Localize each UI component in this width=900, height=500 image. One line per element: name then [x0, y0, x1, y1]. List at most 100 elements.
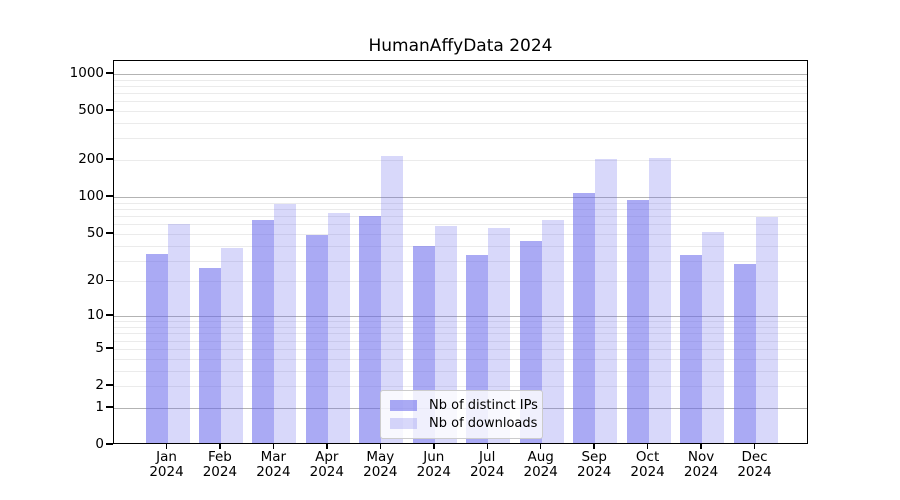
- gridline-minor: [114, 208, 807, 210]
- bar-oct-downloads: [648, 158, 671, 443]
- x-tick-label-nov: Nov 2024: [683, 449, 719, 480]
- x-tick: [700, 444, 702, 449]
- bar-feb-distinct-ips: [198, 268, 221, 443]
- legend-label-distinct-ips: Nb of distinct IPs: [429, 397, 538, 413]
- x-tick-label-jun: Jun 2024: [416, 449, 451, 480]
- gridline-minor: [114, 233, 807, 235]
- y-tick: [106, 72, 113, 74]
- y-tick: [106, 195, 113, 197]
- bar-mar-downloads: [274, 204, 297, 443]
- gridline-minor: [114, 386, 807, 387]
- x-tick: [326, 444, 328, 449]
- bar-mar-distinct-ips: [252, 220, 275, 443]
- y-tick-label-1: 1: [95, 398, 104, 415]
- x-tick-label-mar: Mar 2024: [256, 449, 291, 480]
- bar-apr-downloads: [327, 213, 350, 443]
- bar-sep-distinct-ips: [573, 192, 596, 443]
- x-tick: [539, 444, 542, 449]
- y-tick-label-200: 200: [78, 151, 104, 168]
- gridline-minor: [114, 321, 807, 323]
- x-tick: [593, 444, 595, 449]
- gridline-minor: [114, 281, 807, 283]
- bar-may-distinct-ips: [359, 216, 382, 443]
- y-tick: [106, 158, 113, 160]
- y-tick: [106, 279, 113, 282]
- legend-item-downloads: Nb of downloads: [390, 415, 537, 434]
- y-tick-label-500: 500: [78, 102, 104, 118]
- y-tick-label-50: 50: [86, 224, 104, 241]
- bar-apr-distinct-ips: [305, 235, 328, 443]
- y-tick: [106, 384, 113, 386]
- y-tick-label-5: 5: [95, 339, 104, 356]
- x-tick-label-apr: Apr 2024: [309, 449, 344, 480]
- legend-label-downloads: Nb of downloads: [429, 416, 538, 432]
- y-tick: [106, 443, 113, 445]
- bar-nov-downloads: [702, 231, 725, 443]
- bar-jul-downloads: [488, 227, 511, 443]
- x-tick-label-may: May 2024: [363, 449, 398, 480]
- x-tick-label-jan: Jan 2024: [149, 449, 184, 480]
- bar-may-downloads: [381, 155, 404, 443]
- x-tick-label-dec: Dec 2024: [737, 449, 772, 480]
- gridline-minor: [114, 348, 807, 350]
- x-tick: [165, 444, 168, 449]
- plot-area: [113, 60, 808, 444]
- x-tick: [379, 444, 382, 449]
- gridline-minor: [114, 160, 807, 162]
- gridline-major: [114, 316, 807, 318]
- x-tick: [486, 444, 488, 449]
- x-tick-label-sep: Sep 2024: [577, 449, 612, 480]
- y-tick-label-100: 100: [78, 188, 104, 205]
- bar-jan-downloads: [167, 223, 190, 443]
- gridline-minor: [114, 111, 807, 112]
- y-tick-label-20: 20: [86, 272, 104, 289]
- gridline-minor: [114, 85, 807, 87]
- gridline-minor: [114, 260, 807, 262]
- bar-dec-downloads: [755, 217, 778, 443]
- gridline-minor: [114, 123, 807, 124]
- gridline-minor: [114, 327, 807, 328]
- x-tick-label-jul: Jul 2024: [470, 449, 505, 480]
- legend-swatch-distinct-ips: [390, 399, 417, 411]
- gridline-minor: [114, 224, 807, 226]
- legend: Nb of distinct IPs Nb of downloads: [380, 390, 543, 439]
- chart-title: HumanAffyData 2024: [368, 36, 553, 56]
- x-tick-label-aug: Aug 2024: [523, 449, 558, 480]
- y-tick-label-2: 2: [95, 377, 104, 393]
- y-tick-label-0: 0: [95, 436, 104, 452]
- bar-dec-distinct-ips: [733, 264, 756, 443]
- x-tick: [219, 444, 221, 449]
- bar-jun-downloads: [434, 225, 457, 443]
- y-tick-label-1000: 1000: [69, 64, 104, 81]
- gridline-minor: [114, 340, 807, 342]
- gridline-minor: [114, 138, 807, 140]
- x-tick-label-feb: Feb 2024: [202, 449, 238, 480]
- bar-feb-downloads: [220, 247, 243, 443]
- bar-aug-downloads: [541, 219, 564, 443]
- x-tick-label-oct: Oct 2024: [630, 449, 665, 480]
- y-tick-label-10: 10: [86, 307, 104, 324]
- gridline-minor: [114, 216, 807, 217]
- gridline-minor: [114, 370, 807, 372]
- legend-swatch-downloads: [390, 418, 417, 430]
- gridline-minor: [114, 358, 807, 360]
- gridline-minor: [114, 101, 807, 103]
- gridline-major: [114, 73, 807, 75]
- x-tick: [646, 444, 649, 449]
- bar-oct-distinct-ips: [626, 199, 649, 443]
- y-tick: [106, 109, 113, 111]
- gridline-minor: [114, 245, 807, 247]
- bar-jan-distinct-ips: [145, 253, 168, 443]
- y-tick: [106, 406, 113, 408]
- x-tick: [272, 444, 275, 449]
- bar-sep-downloads: [595, 158, 618, 443]
- gridline-minor: [114, 333, 807, 335]
- bar-nov-distinct-ips: [680, 255, 703, 443]
- x-tick: [753, 444, 756, 449]
- gridline-minor: [114, 93, 807, 94]
- gridline-minor: [114, 202, 807, 204]
- gridline-minor: [114, 79, 807, 81]
- y-tick: [106, 347, 113, 349]
- y-tick: [106, 232, 113, 234]
